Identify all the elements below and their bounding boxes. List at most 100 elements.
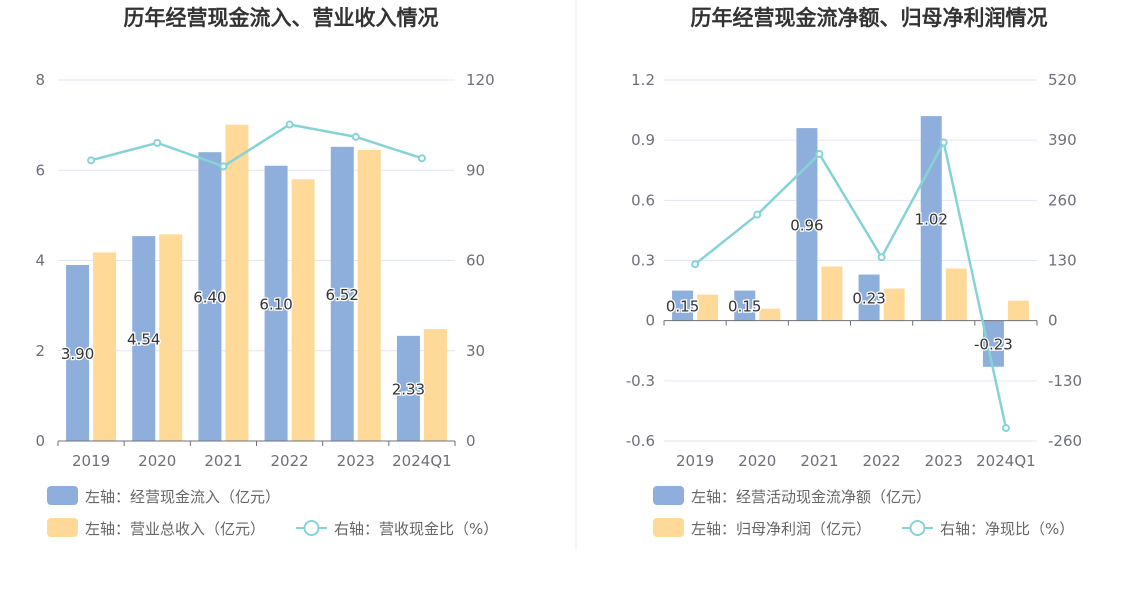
left-axis-tick-label: 0 — [35, 432, 45, 450]
right-axis-tick-label: 30 — [466, 342, 485, 360]
bar-data-label: 4.54 — [127, 331, 160, 349]
bar-primary — [264, 165, 288, 442]
ratio-line — [694, 138, 1008, 429]
x-axis-category-label: 2022 — [862, 452, 900, 470]
legend-label: 左轴：经营活动现金流净额（亿元） — [691, 488, 931, 506]
x-axis-category-label: 2020 — [138, 452, 176, 470]
chart-title: 历年经营现金流净额、归母净利润情况 — [691, 6, 1048, 30]
legend-label: 右轴：营收现金比（%） — [334, 520, 498, 538]
bar-data-label: -0.23 — [974, 336, 1013, 354]
right-axis-tick-label: 520 — [1048, 71, 1077, 89]
legend-swatch — [653, 486, 684, 505]
ratio-point — [939, 138, 948, 147]
bar-secondary — [291, 179, 315, 441]
right-axis-tick-label: 60 — [466, 252, 485, 270]
bar-data-label: 1.02 — [915, 210, 948, 228]
legend-swatch — [47, 486, 78, 505]
x-axis-category-label: 2021 — [204, 452, 242, 470]
ratio-point — [153, 138, 162, 147]
chart-panel-cash-inflow-revenue: 历年经营现金流入、营业收入情况 0 2 4 6 8 0 30 60 90 120 2019 2020 20… — [35, 6, 498, 538]
left-axis-tick-label: 0.9 — [631, 131, 655, 149]
x-axis-category-label: 2021 — [800, 452, 838, 470]
left-axis-tick-label: 0.6 — [631, 191, 655, 209]
legend-circle-icon — [303, 520, 320, 536]
x-axis-category-label: 2024Q1 — [976, 452, 1036, 470]
right-axis-tick-label: -260 — [1048, 432, 1082, 450]
bar-primary — [734, 290, 756, 321]
bar-primary — [920, 116, 942, 321]
bar-secondary — [759, 308, 781, 321]
bar-secondary — [159, 234, 183, 441]
bar-primary — [982, 320, 1004, 367]
bar-data-label: 6.52 — [326, 286, 359, 304]
bar-secondary — [423, 329, 447, 441]
bar-secondary — [945, 268, 967, 321]
legend-circle-icon — [909, 520, 926, 536]
x-axis-category-label: 2023 — [337, 452, 375, 470]
x-axis-category-label: 2024Q1 — [392, 452, 452, 470]
left-axis-tick-label: 0 — [645, 312, 655, 330]
bar-secondary — [93, 252, 117, 441]
right-axis-tick-label: 0 — [466, 432, 476, 450]
x-axis-category-label: 2020 — [738, 452, 776, 470]
x-axis-category-label: 2019 — [676, 452, 714, 470]
chart-panel-net-cash-profit: 历年经营现金流净额、归母净利润情况 -0.6 -0.3 0 0.3 0.6 0.9 1.2 -2… — [626, 6, 1082, 538]
bar-data-label: 0.96 — [790, 216, 823, 234]
left-axis-tick-label: 8 — [35, 71, 45, 89]
ratio-point — [691, 260, 700, 269]
x-axis-category-label: 2022 — [270, 452, 308, 470]
bar-data-label: 2.33 — [392, 380, 425, 398]
bar-primary — [396, 335, 420, 441]
ratio-point — [219, 162, 228, 171]
right-axis-tick-label: 390 — [1048, 131, 1077, 149]
right-axis-tick-label: 260 — [1048, 191, 1077, 209]
ratio-point — [351, 132, 360, 141]
right-axis-tick-label: -130 — [1048, 372, 1082, 390]
ratio-point — [285, 120, 294, 129]
bar-primary — [198, 152, 222, 441]
legend-label: 右轴：净现比（%） — [940, 520, 1074, 538]
bar-primary — [66, 265, 90, 441]
right-axis-tick-label: 90 — [466, 161, 485, 179]
left-axis-tick-label: 2 — [35, 342, 45, 360]
left-axis-tick-label: -0.3 — [626, 372, 655, 390]
bar-data-label: 6.10 — [259, 295, 292, 313]
bar-data-label: 6.40 — [193, 289, 226, 307]
bar-secondary — [1007, 300, 1029, 321]
left-axis-tick-label: 0.3 — [631, 252, 655, 270]
bar-primary — [330, 146, 354, 441]
bar-secondary — [697, 294, 719, 321]
legend-swatch — [47, 518, 78, 537]
left-axis-tick-label: 1.2 — [631, 71, 655, 89]
bar-data-label: 0.15 — [728, 298, 761, 316]
bar-secondary — [883, 288, 905, 321]
ratio-line — [90, 123, 423, 168]
ratio-point — [1001, 424, 1010, 433]
legend-label: 左轴：经营现金流入（亿元） — [85, 488, 280, 506]
right-axis-tick-label: 0 — [1048, 312, 1058, 330]
ratio-point — [417, 154, 426, 163]
ratio-point — [815, 150, 824, 159]
left-axis-tick-label: 4 — [35, 252, 45, 270]
bar-data-label: 0.23 — [852, 290, 885, 308]
bar-secondary — [357, 149, 381, 441]
legend-swatch — [653, 518, 684, 537]
bar-primary — [796, 128, 818, 321]
bar-primary — [132, 236, 156, 441]
legend-label: 左轴：归母净利润（亿元） — [691, 520, 871, 538]
right-axis-tick-label: 130 — [1048, 252, 1077, 270]
chart-title: 历年经营现金流入、营业收入情况 — [124, 6, 439, 30]
ratio-point — [87, 156, 96, 165]
bar-data-label: 3.90 — [61, 345, 94, 363]
ratio-point — [877, 253, 886, 262]
bar-secondary — [225, 124, 249, 441]
left-axis-tick-label: 6 — [35, 161, 45, 179]
legend-label: 左轴：营业总收入（亿元） — [85, 520, 265, 538]
x-axis-category-label: 2019 — [72, 452, 110, 470]
bar-primary — [858, 274, 880, 321]
left-axis-tick-label: -0.6 — [626, 432, 655, 450]
bar-data-label: 0.15 — [666, 298, 699, 316]
x-axis-category-label: 2023 — [925, 452, 963, 470]
bar-primary — [672, 290, 694, 321]
